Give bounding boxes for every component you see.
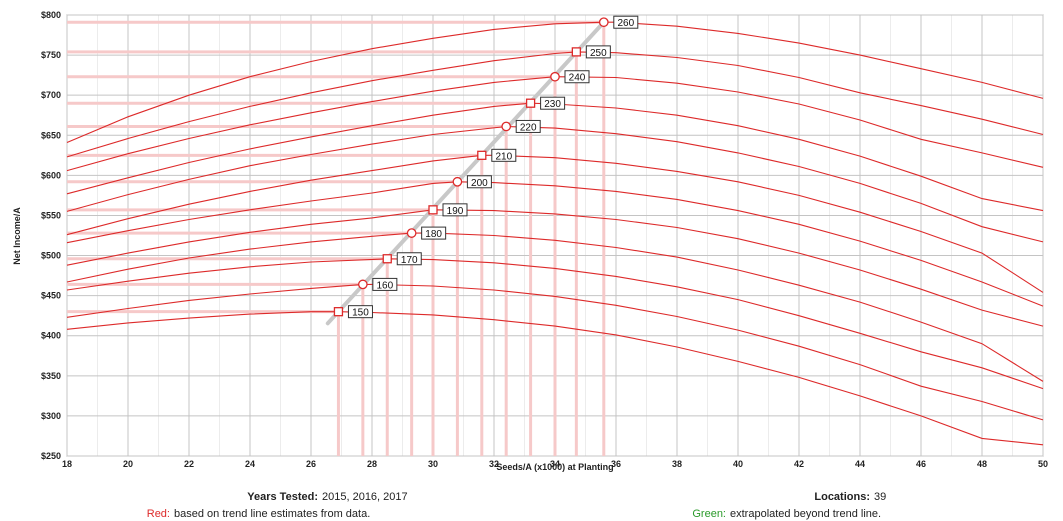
y-tick-label: $750 xyxy=(41,50,61,60)
green-legend-text: extrapolated beyond trend line. xyxy=(730,508,881,520)
curve-260 xyxy=(66,21,1044,144)
data-label-250: 250 xyxy=(590,48,607,59)
x-tick-label: 30 xyxy=(428,459,438,469)
x-tick-label: 18 xyxy=(62,459,72,469)
y-axis-ticks: $250 $300 $350 $400 $450 $500 $550 $600 $650 $700… xyxy=(41,10,61,461)
x-tick-label: 40 xyxy=(733,459,743,469)
data-label-box-160 xyxy=(372,277,398,291)
data-label-170: 170 xyxy=(401,255,418,266)
y-tick-label: $350 xyxy=(41,371,61,381)
optimum-marker-190 xyxy=(428,205,438,215)
x-tick-label: 38 xyxy=(672,459,682,469)
data-label-box-150 xyxy=(347,305,373,319)
data-label-190: 190 xyxy=(447,206,464,217)
data-label-box-260 xyxy=(613,15,639,29)
optimum-marker-210 xyxy=(477,150,487,160)
curve-210 xyxy=(66,154,1044,293)
y-tick-label: $650 xyxy=(41,130,61,140)
data-label-box-200 xyxy=(466,175,492,189)
optimum-marker-220 xyxy=(501,121,512,132)
optimum-marker-250 xyxy=(571,47,581,57)
y-tick-label: $400 xyxy=(41,331,61,341)
data-label-180: 180 xyxy=(425,229,442,240)
locations-label: Locations: xyxy=(814,491,870,503)
y-tick-label: $300 xyxy=(41,411,61,421)
data-label-220: 220 xyxy=(520,122,537,133)
optimum-marker-200 xyxy=(452,176,463,187)
x-tick-label: 32 xyxy=(489,459,499,469)
optimum-trend xyxy=(325,20,606,326)
x-tick-label: 50 xyxy=(1038,459,1048,469)
red-legend-label: Red: xyxy=(147,508,170,520)
optimum-markers: 150 160 170 180 190 200 210 220 230 240 250 260 xyxy=(333,15,639,319)
data-label-240: 240 xyxy=(569,73,586,84)
data-label-box-250 xyxy=(585,45,611,59)
locations-value: 39 xyxy=(874,491,886,503)
x-tick-label: 22 xyxy=(184,459,194,469)
y-tick-label: $500 xyxy=(41,251,61,261)
curve-170 xyxy=(66,258,1044,390)
y-tick-label: $800 xyxy=(41,10,61,20)
data-label-box-180 xyxy=(421,226,447,240)
y-tick-label: $600 xyxy=(41,170,61,180)
y-tick-label: $450 xyxy=(41,291,61,301)
x-tick-label: 46 xyxy=(916,459,926,469)
optimum-marker-150 xyxy=(333,307,344,317)
data-label-160: 160 xyxy=(377,280,394,291)
footer: Years Tested: 2015, 2016, 2017 Locations… xyxy=(147,491,887,520)
data-label-210: 210 xyxy=(495,151,512,162)
curve-200 xyxy=(66,181,1044,307)
income-curves xyxy=(66,21,1044,446)
years-tested-value: 2015, 2016, 2017 xyxy=(322,491,408,503)
optimum-guide-lines xyxy=(67,20,606,456)
data-label-260: 260 xyxy=(617,18,634,29)
curve-180 xyxy=(66,232,1044,382)
x-tick-label: 44 xyxy=(855,459,865,469)
y-tick-label: $550 xyxy=(41,210,61,220)
optimum-marker-260 xyxy=(598,17,609,28)
y-tick-label: $250 xyxy=(41,451,61,461)
optimum-trend-line xyxy=(325,20,606,326)
curve-190 xyxy=(66,209,1044,327)
optimum-marker-180 xyxy=(406,228,417,238)
data-label-box-170 xyxy=(396,252,422,266)
data-label-box-190 xyxy=(442,203,468,217)
x-tick-label: 42 xyxy=(794,459,804,469)
x-axis-ticks: 18 20 22 24 26 28 30 32 34 36 38 40 42 44 46 48 50 xyxy=(62,459,1048,469)
x-tick-label: 48 xyxy=(977,459,987,469)
data-label-box-240 xyxy=(564,70,590,84)
x-tick-label: 34 xyxy=(550,459,560,469)
green-legend-label: Green: xyxy=(692,508,726,520)
red-legend-text: based on trend line estimates from data. xyxy=(174,508,370,520)
x-tick-label: 26 xyxy=(306,459,316,469)
y-axis-label: Net Income/A xyxy=(12,207,22,265)
y-tick-label: $700 xyxy=(41,90,61,100)
data-label-box-220 xyxy=(515,119,541,133)
x-axis-label: Seeds/A (x1000) at Planting xyxy=(496,462,613,472)
curve-160 xyxy=(66,283,1044,421)
optimum-marker-170 xyxy=(382,254,392,264)
data-label-150: 150 xyxy=(352,308,369,319)
years-tested-label: Years Tested: xyxy=(247,491,318,503)
x-tick-label: 36 xyxy=(611,459,621,469)
x-tick-label: 20 xyxy=(123,459,133,469)
optimum-marker-240 xyxy=(550,71,560,82)
minor-grid xyxy=(97,15,1013,456)
curve-150 xyxy=(66,311,1044,446)
curve-250 xyxy=(66,51,1044,158)
curve-220 xyxy=(66,125,1044,243)
data-label-box-230 xyxy=(540,96,566,110)
x-tick-label: 28 xyxy=(367,459,377,469)
optimum-marker-160 xyxy=(357,279,368,290)
data-label-200: 200 xyxy=(471,178,488,189)
x-tick-label: 24 xyxy=(245,459,255,469)
data-label-box-210 xyxy=(491,148,517,162)
optimum-marker-230 xyxy=(525,98,536,108)
data-label-230: 230 xyxy=(544,99,561,110)
